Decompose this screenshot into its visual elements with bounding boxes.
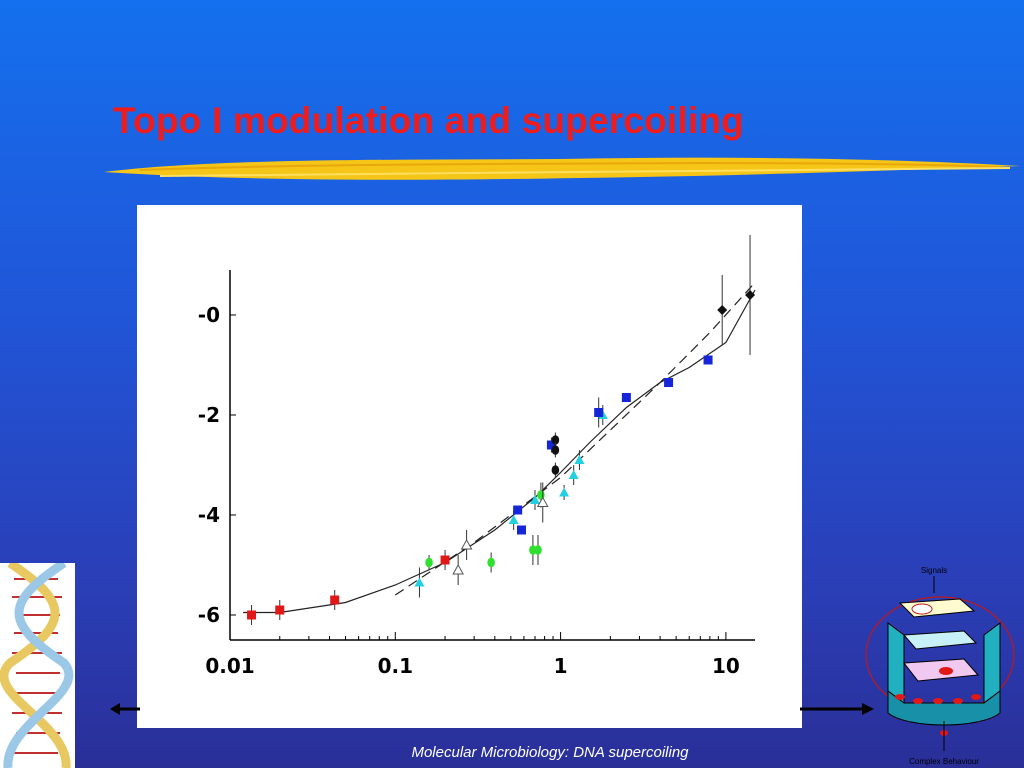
data-point-triangle (508, 515, 519, 524)
data-point-square (621, 393, 631, 402)
x-tick-label: 1 (554, 654, 568, 678)
data-point-triangle (529, 495, 540, 504)
data-point-square (516, 525, 526, 535)
data-point-square (664, 378, 674, 387)
footer-text: Molecular Microbiology: DNA supercoiling (411, 744, 689, 761)
data-point-triangle (568, 470, 579, 479)
x-tick-label: 10 (712, 654, 740, 678)
chart-svg: 0.01 0.1 1 10 -0 -2 -4 -6 (198, 235, 756, 678)
cell-signalling-diagram-icon: Signals Complex Behaviour (865, 566, 1015, 766)
y-tick-label: -6 (198, 603, 220, 627)
data-point-circle (534, 545, 542, 555)
chart-marks (247, 235, 756, 625)
fit-curve-solid (243, 289, 756, 614)
data-point-open-triangle (452, 563, 464, 575)
x-tick-label: 0.1 (378, 654, 413, 678)
data-point-diamond (745, 290, 756, 300)
title-underline (104, 157, 1020, 180)
data-point-triangle (559, 487, 570, 497)
data-point-square (546, 440, 556, 450)
data-point-circle (487, 557, 495, 568)
data-point-square (594, 408, 604, 417)
data-point-triangle (574, 455, 585, 464)
data-point-square (440, 555, 450, 565)
data-point-open-triangle (536, 496, 549, 507)
cell-diagram-bottom-label: Complex Behaviour (909, 757, 979, 766)
cell-diagram-top-label: Signals (921, 566, 947, 575)
arrow-left-icon (110, 703, 140, 715)
data-point-diamond (717, 305, 728, 315)
dna-double-helix-icon (0, 563, 75, 768)
data-point-square (247, 610, 257, 620)
data-point-square (703, 355, 713, 365)
x-tick-label: 0.01 (205, 654, 254, 678)
y-tick-label: -2 (198, 403, 220, 427)
data-point-circle (551, 445, 560, 455)
data-point-square (330, 595, 340, 605)
arrow-right-icon (800, 703, 874, 715)
data-point-circle (551, 465, 560, 475)
y-tick-label: -4 (198, 503, 220, 527)
data-point-circle (551, 435, 560, 445)
chart-tick-labels: 0.01 0.1 1 10 -0 -2 -4 -6 (198, 303, 740, 678)
slide-title: Topo I modulation and supercoiling (113, 100, 744, 141)
fit-curve-dashed (394, 282, 756, 596)
chart-curves (243, 282, 756, 614)
y-tick-label: -0 (198, 303, 220, 327)
data-point-triangle (414, 577, 425, 587)
data-point-square (513, 505, 523, 515)
data-point-circle (425, 557, 433, 568)
data-point-square (275, 605, 285, 615)
chart-panel: 0.01 0.1 1 10 -0 -2 -4 -6 (137, 205, 802, 728)
data-point-open-triangle (460, 538, 473, 550)
chart-axes (229, 270, 755, 641)
